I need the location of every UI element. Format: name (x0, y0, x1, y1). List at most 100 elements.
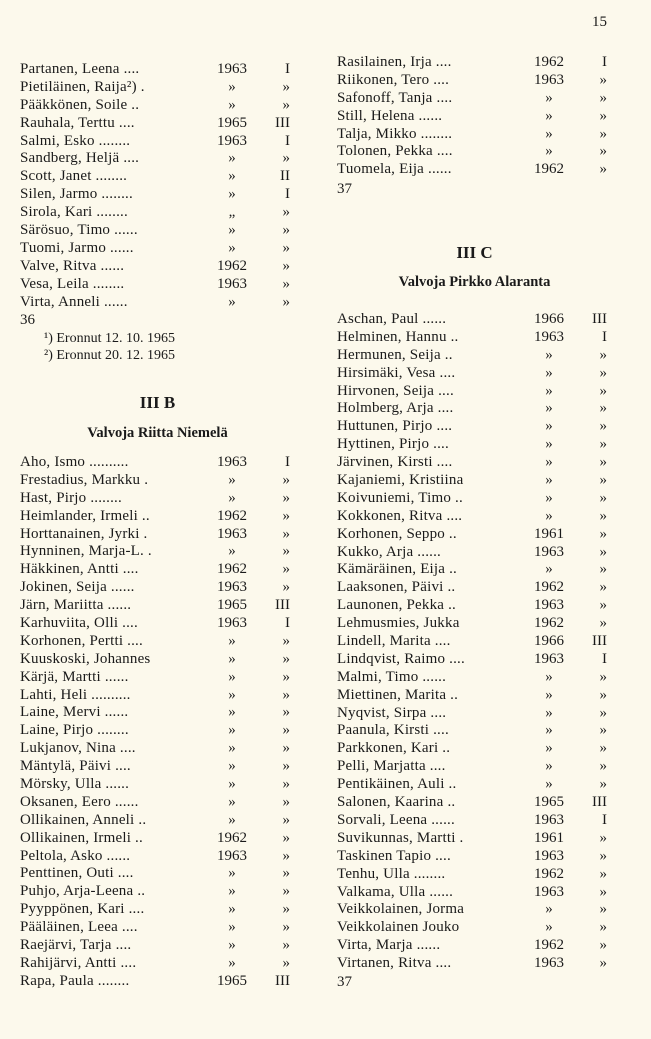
list-item: Tuomela, Eija ...... 1962 » (337, 161, 612, 179)
entry-year: » (545, 107, 553, 124)
class-level: » (282, 686, 291, 703)
entry-year: » (545, 901, 553, 918)
student-name: Kokkonen, Ritva .... (337, 507, 463, 524)
class-level: » (599, 579, 608, 596)
student-name: Korhonen, Seppo .. (337, 525, 457, 542)
class-level: » (599, 436, 608, 453)
entry-year: » (228, 919, 236, 936)
list-item: Pääläinen, Leea .... » » (20, 919, 295, 937)
entry-year: 1963 (534, 328, 564, 345)
student-name: Silen, Jarmo ........ (20, 186, 133, 203)
class-level: » (282, 865, 291, 882)
list-item: Jokinen, Seija ...... 1963 » (20, 579, 295, 597)
class-level: » (599, 107, 608, 124)
list-item: Frestadius, Markku . » » (20, 472, 295, 490)
list-item: Lindqvist, Raimo .... 1963 I (337, 651, 612, 669)
list-item: Aho, Ismo .......... 1963 I (20, 454, 295, 472)
entry-year: 1963 (217, 615, 247, 632)
entry-year: » (228, 222, 236, 239)
class-level: » (599, 883, 608, 900)
class-level: » (599, 776, 608, 793)
list-item: Salmi, Esko ........ 1963 I (20, 133, 295, 151)
class-level: » (599, 829, 608, 846)
list-item: Karhuviita, Olli .... 1963 I (20, 615, 295, 633)
list-item: Pietiläinen, Raija²) . » » (20, 79, 295, 97)
class-level: III (592, 794, 607, 811)
entry-year: » (545, 740, 553, 757)
entry-year: » (545, 143, 553, 160)
entry-year: » (228, 543, 236, 560)
class-level: » (282, 829, 291, 846)
entry-year: 1963 (534, 811, 564, 828)
class-level: » (282, 78, 291, 95)
entry-year: » (228, 722, 236, 739)
class-level: I (602, 650, 607, 667)
class-level: » (282, 704, 291, 721)
list-item: Rasilainen, Irja .... 1962 I (337, 54, 612, 72)
entry-year: 1963 (217, 275, 247, 292)
list-item: Peltola, Asko ...... 1963 » (20, 848, 295, 866)
class-level: » (599, 543, 608, 560)
list-item: Suvikunnas, Martti . 1961 » (337, 830, 612, 848)
class-level: » (282, 811, 291, 828)
list-item: Miettinen, Marita .. » » (337, 687, 612, 705)
list-item: Vesa, Leila ........ 1963 » (20, 276, 295, 294)
list-item: Paanula, Kirsti .... » » (337, 722, 612, 740)
student-name: Järn, Mariitta ...... (20, 597, 132, 614)
class-level: III (275, 114, 290, 131)
student-name: Still, Helena ...... (337, 107, 443, 124)
supervisor-iii-b: Valvoja Riitta Niemelä (87, 425, 228, 441)
list-item: Riikonen, Tero .... 1963 » (337, 72, 612, 90)
list-item: Korhonen, Pertti .... » » (20, 633, 295, 651)
entry-year: » (228, 704, 236, 721)
list-item: Korhonen, Seppo .. 1961 » (337, 526, 612, 544)
list-item: Salonen, Kaarina .. 1965 III (337, 794, 612, 812)
student-name: Partanen, Leena .... (20, 61, 140, 77)
student-name: Helminen, Hannu .. (337, 328, 459, 345)
class-level: » (282, 150, 291, 167)
entry-year: 1963 (217, 579, 247, 596)
student-name: Hirvonen, Seija .... (337, 382, 454, 399)
entry-year: » (228, 776, 236, 793)
entry-year: » (545, 89, 553, 106)
entry-year: 1963 (217, 525, 247, 542)
list-item: Valve, Ritva ...... 1962 » (20, 258, 295, 276)
class-level: » (282, 239, 291, 256)
list-item: Mäntylä, Päivi .... » » (20, 758, 295, 776)
class-level: » (599, 847, 608, 864)
list-item: Tolonen, Pekka .... » » (337, 143, 612, 161)
entry-year: » (545, 668, 553, 685)
class-level: » (599, 472, 608, 489)
entry-year: » (228, 883, 236, 900)
class-level: » (599, 955, 608, 972)
student-name: Pelli, Marjatta .... (337, 758, 446, 775)
entry-year: 1962 (534, 615, 564, 632)
entry-year: 1961 (534, 525, 564, 542)
list-item: Rapa, Paula ........ 1965 III (20, 973, 295, 991)
class-level: » (599, 937, 608, 954)
list-item: Hynninen, Marja-L. . » » (20, 543, 295, 561)
list-item: Laine, Pirjo ........ » » (20, 722, 295, 740)
class-level: » (599, 704, 608, 721)
student-name: Ollikainen, Anneli .. (20, 811, 147, 828)
list-item: Valkama, Ulla ...... 1963 » (337, 884, 612, 902)
class-level: III (592, 311, 607, 327)
student-name: Kajaniemi, Kristiina (337, 472, 464, 489)
list-item: Talja, Mikko ........ » » (337, 126, 612, 144)
list-item: Kuuskoski, Johannes » » (20, 651, 295, 669)
list-item: Helminen, Hannu .. 1963 I (337, 329, 612, 347)
student-name: Paanula, Kirsti .... (337, 722, 449, 739)
entry-year: » (228, 239, 236, 256)
footnote-1: ¹) Eronnut 12. 10. 1965 (44, 331, 175, 346)
list-item: Lahti, Heli .......... » » (20, 687, 295, 705)
entry-year: 1965 (217, 114, 247, 131)
student-name: Peltola, Asko ...... (20, 847, 131, 864)
list-item: Partanen, Leena .... 1963 I (20, 61, 295, 79)
student-name: Puhjo, Arja-Leena .. (20, 883, 146, 900)
left-continued-list: Partanen, Leena .... 1963 I Pietiläinen, Ra… (20, 61, 295, 311)
entry-year: 1962 (217, 257, 247, 274)
list-item: Hyttinen, Pirjo .... » » (337, 436, 612, 454)
class-level: » (599, 758, 608, 775)
class-level: » (599, 525, 608, 542)
student-name: Suvikunnas, Martti . (337, 829, 464, 846)
